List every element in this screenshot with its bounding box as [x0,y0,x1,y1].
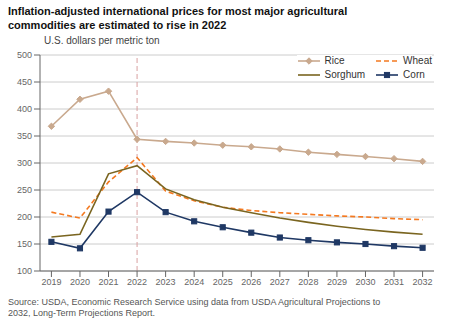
svg-text:2023: 2023 [156,277,176,287]
html-text:Inflation-adjusted internation: Inflation-adjusted international prices … [8,5,348,17]
svg-text:2029: 2029 [327,277,347,287]
svg-text:2019: 2019 [41,277,61,287]
svg-text:2032: 2032 [413,277,433,287]
svg-text:2022: 2022 [127,277,147,287]
svg-text:200: 200 [17,212,32,222]
svg-text:2026: 2026 [241,277,261,287]
svg-text:2031: 2031 [384,277,404,287]
svg-text:150: 150 [17,239,32,249]
svg-text:100: 100 [17,266,32,276]
svg-text:400: 400 [17,104,32,114]
svg-text:300: 300 [17,158,32,168]
html-text:Source: USDA, Economic Researc: Source: USDA, Economic Research Service … [8,297,381,307]
html-text:Rice: Rice [324,55,345,66]
svg-text:2027: 2027 [270,277,290,287]
svg-text:2030: 2030 [355,277,375,287]
html-text:Corn: Corn [403,69,425,80]
html-text:2032, Long-Term Projections Re: 2032, Long-Term Projections Report. [8,308,156,318]
svg-text:2025: 2025 [213,277,233,287]
svg-text:450: 450 [17,77,32,87]
svg-text:350: 350 [17,131,32,141]
html-text:commodities are estimated to r: commodities are estimated to rise in 202… [8,19,227,31]
svg-text:250: 250 [17,185,32,195]
svg-text:2024: 2024 [184,277,204,287]
svg-text:500: 500 [17,50,32,60]
svg-text:2028: 2028 [298,277,318,287]
svg-text:2021: 2021 [99,277,119,287]
svg-text:2020: 2020 [70,277,90,287]
html-text:Wheat: Wheat [403,55,432,66]
html-text:U.S. dollars per metric ton: U.S. dollars per metric ton [44,35,160,46]
html-text:Sorghum: Sorghum [324,69,366,80]
